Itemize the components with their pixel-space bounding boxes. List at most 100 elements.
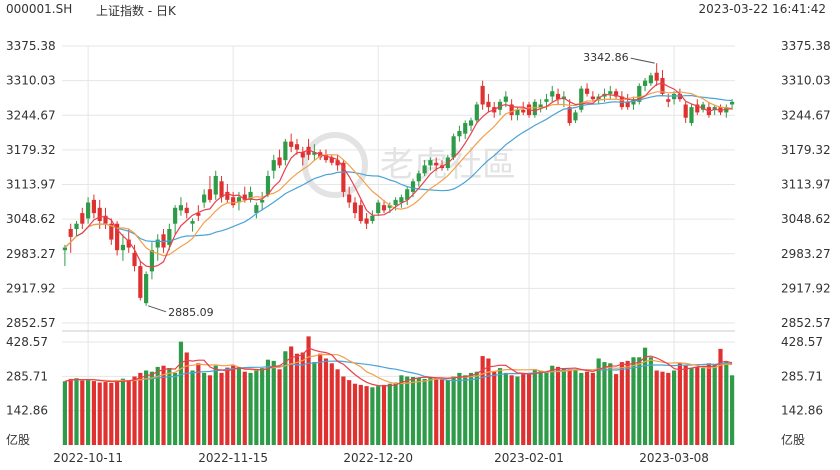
volume-tick-right: 285.71 [781,369,823,383]
volume-bar [91,381,96,445]
candle [190,221,195,224]
candle [428,160,433,166]
volume-bar [521,374,526,445]
price-tick-right: 3048.62 [781,212,831,226]
candle [555,93,561,100]
volume-bar [503,372,508,445]
volume-bar [695,366,700,445]
low-pointer [147,305,167,313]
candle [132,252,137,267]
price-tick-right: 2917.92 [781,281,831,295]
volume-bar [555,366,561,445]
volume-bar [283,351,288,445]
candle [86,202,91,219]
timestamp: 2023-03-22 16:41:42 [698,2,826,16]
candle [248,191,253,200]
candle [666,99,671,102]
volume-bar [515,376,520,445]
volume-bar [567,369,572,445]
volume-bar [608,363,613,445]
candle [347,194,352,203]
volume-unit-right: 亿股 [781,432,805,447]
volume-bar [289,346,294,445]
volume-bar [387,383,392,445]
axis-labels: 3375.38 3375.38 3310.03 3310.03 3244.67 3244.… [6,39,831,465]
volume-bar [213,365,218,445]
candle [579,88,584,110]
volume-bar [544,371,549,445]
volume-bar [306,336,311,445]
date-tick: 2023-02-01 [494,451,564,465]
volume-bar [364,386,369,445]
candle [265,176,271,195]
price-tick-right: 3244.67 [781,108,831,122]
candle [410,181,416,192]
candle [173,207,178,224]
volume-ma-lines [64,347,733,387]
volume-bar [480,356,485,445]
volume-bar [619,362,624,445]
price-tick-left: 3310.03 [6,74,56,88]
candle [701,104,706,110]
volume-bar [660,371,665,445]
price-tick-left: 2983.27 [6,247,56,261]
candle [202,194,207,203]
candle [642,80,648,86]
volume-bar [225,367,230,445]
volume-bar [248,372,253,445]
volume-bar [323,358,329,445]
candle [451,136,456,158]
volume-bar [596,358,601,445]
volume-bar [265,359,271,445]
volume-bar [173,372,178,445]
candle [364,218,369,224]
price-tick-right: 3310.03 [781,74,831,88]
volume-bar [648,357,653,445]
candle [120,244,126,251]
volume-bar [428,376,433,445]
volume-bar [706,363,711,445]
low-label: 2885.09 [168,306,214,319]
candle [434,162,439,166]
candle [613,91,619,97]
ma10-line [64,91,733,257]
volume-bar [74,378,79,445]
date-tick: 2023-03-08 [639,451,709,465]
candle [300,152,305,158]
volume-bar [538,370,543,445]
volume-bar [561,368,566,445]
volume-bar [445,380,450,445]
volume-bar [526,372,532,445]
candle [376,202,381,214]
candle [625,101,630,108]
candle [323,154,329,161]
candle [654,72,659,81]
volume-bar [231,365,236,445]
volume-bar [254,370,259,445]
candle [219,181,224,198]
volume-bar [207,375,213,445]
price-tick-right: 2852.57 [781,316,831,330]
candle [126,239,131,248]
candle [196,213,201,216]
date-tick: 2022-10-11 [53,451,123,465]
candle [370,215,375,222]
candle [62,247,67,251]
volume-bar [486,358,491,445]
price-ma-lines [64,82,733,268]
volume-bar [196,363,201,445]
high-pointer [630,57,655,64]
volume-bar [602,362,607,445]
candle [509,104,514,116]
candle [260,199,265,203]
volume-bar [149,371,155,445]
volume-bar [712,364,717,445]
volume-bar [358,384,363,445]
candle [283,141,288,161]
volume-bar [62,381,67,445]
volume-bar [416,377,421,445]
volume-bar [492,371,497,445]
volume-bar [352,383,358,445]
candle [294,144,300,150]
